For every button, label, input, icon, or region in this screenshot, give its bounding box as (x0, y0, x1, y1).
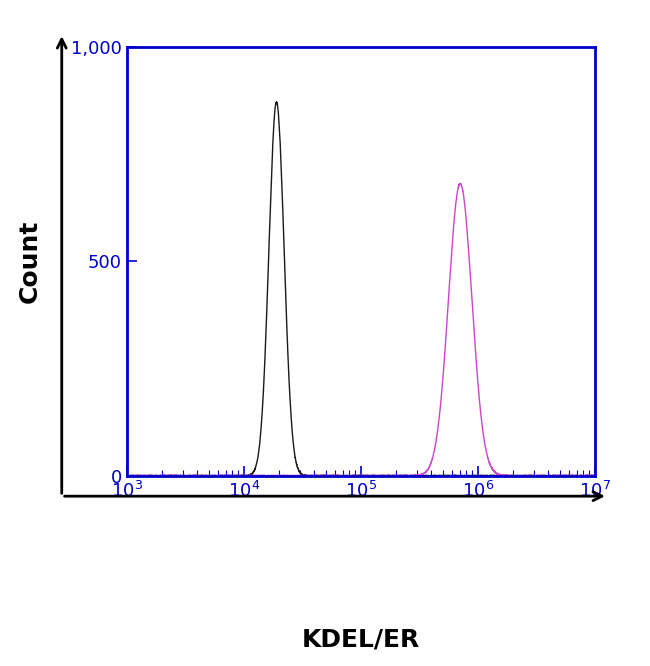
Text: Count: Count (18, 220, 41, 303)
Text: KDEL/ER: KDEL/ER (302, 627, 420, 651)
